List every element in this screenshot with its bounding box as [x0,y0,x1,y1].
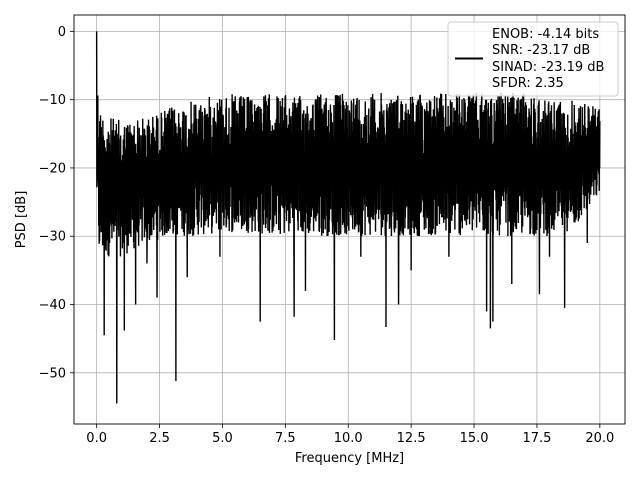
legend: ENOB: -4.14 bits SNR: -23.17 dB SINAD: -… [447,21,619,97]
y-tick-label: −20 [39,161,66,176]
legend-entry-sinad: SINAD: -23.19 dB [492,60,604,75]
x-tick-label: 0.0 [86,431,107,446]
y-tick-label: −40 [39,298,66,313]
y-tick-label: −50 [39,366,66,381]
psd-line [95,31,601,404]
x-ticks: 0.0 2.5 5.0 7.5 10.0 12.5 15.0 17.5 20.0 [86,424,614,446]
x-axis-label: Frequency [MHz] [295,451,404,466]
x-tick-label: 2.5 [149,431,170,446]
x-tick-label: 17.5 [522,431,551,446]
legend-entry-snr: SNR: -23.17 dB [492,43,590,58]
y-axis-label: PSD [dB] [14,191,29,249]
x-tick-label: 10.0 [334,431,363,446]
y-tick-label: 0 [58,25,66,40]
y-tick-label: −30 [39,230,66,245]
legend-box [447,21,619,97]
x-tick-label: 20.0 [585,431,614,446]
x-tick-label: 15.0 [460,431,489,446]
psd-series [95,31,601,404]
y-tick-label: −10 [39,93,66,108]
y-ticks: 0 −10 −20 −30 −40 −50 [39,25,74,381]
x-tick-label: 12.5 [397,431,426,446]
x-tick-label: 5.0 [212,431,233,446]
legend-entry-enob: ENOB: -4.14 bits [492,27,599,42]
legend-entry-sfdr: SFDR: 2.35 [492,76,564,91]
x-tick-label: 7.5 [275,431,296,446]
plot-frame [73,14,626,425]
